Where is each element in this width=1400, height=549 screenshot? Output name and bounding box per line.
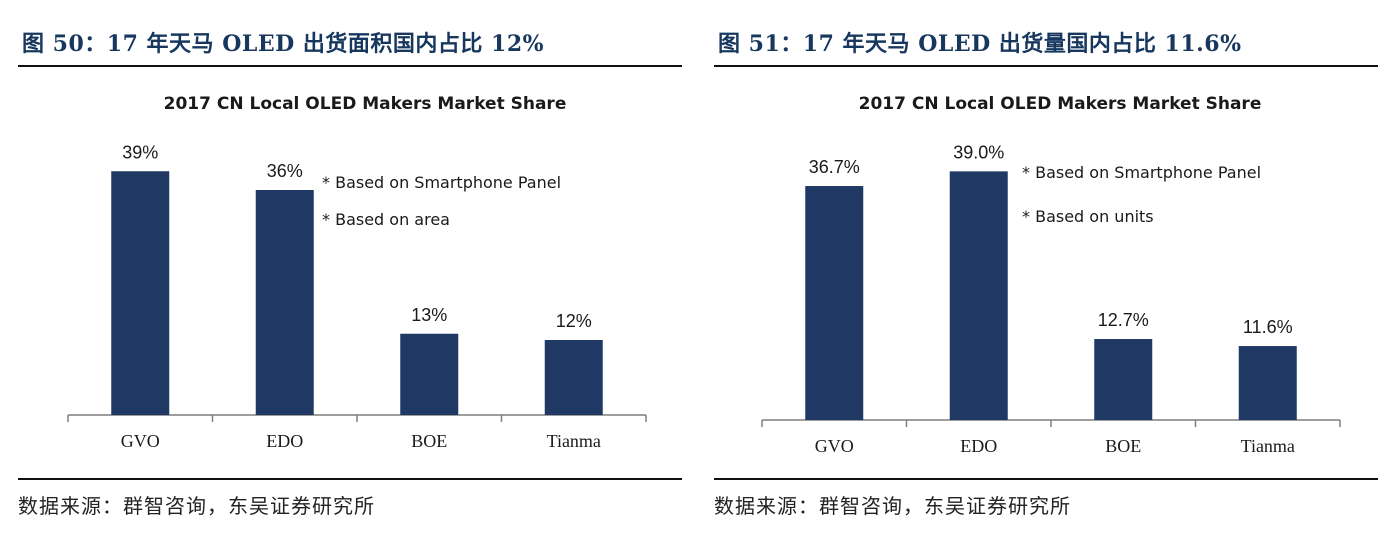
x-tick-label: Tianma [547,431,601,451]
chart-note: * Based on Smartphone Panel [322,173,561,192]
figure-51: 图 51：17 年天马 OLED 出货量国内占比 11.6% 2017 CN L… [714,0,1378,549]
figure-title: 图 51：17 年天马 OLED 出货量国内占比 11.6% [718,31,1242,57]
bar-tianma [544,340,603,415]
bar-edo [949,171,1008,420]
chart-note: * Based on area [322,210,450,229]
x-tick-label: Tianma [1241,436,1295,456]
x-tick-label: GVO [815,436,854,456]
x-tick-label: GVO [121,431,160,451]
bottom-rule [714,478,1378,480]
figure-50: 图 50：17 年天马 OLED 出货面积国内占比 12% 2017 CN Lo… [18,0,682,549]
figure-title: 图 50：17 年天马 OLED 出货面积国内占比 12% [22,31,545,57]
x-tick-label: EDO [266,431,303,451]
bar-gvo [805,186,864,420]
top-rule [18,65,682,67]
x-tick-label: BOE [411,431,447,451]
data-label: 36.7% [809,157,860,177]
chart-note: * Based on units [1022,207,1154,226]
x-tick-label: EDO [960,436,997,456]
source-note: 数据来源：群智咨询，东吴证券研究所 [714,494,1071,518]
chart-title: 2017 CN Local OLED Makers Market Share [164,94,567,114]
bar-chart: 2017 CN Local OLED Makers Market Share 36… [761,94,1341,456]
bar-edo [255,190,314,415]
data-label: 39.0% [953,142,1004,162]
bar-boe [1094,339,1153,420]
chart-note: * Based on Smartphone Panel [1022,163,1261,182]
bar-boe [400,333,459,415]
data-label: 36% [267,161,303,181]
x-tick-label: BOE [1105,436,1141,456]
bar-tianma [1238,346,1297,420]
data-label: 12.7% [1098,310,1149,330]
data-label: 39% [122,142,158,162]
data-label: 12% [556,311,592,331]
source-note: 数据来源：群智咨询，东吴证券研究所 [18,494,375,518]
chart-title: 2017 CN Local OLED Makers Market Share [859,94,1262,114]
data-label: 11.6% [1243,317,1293,337]
bottom-rule [18,478,682,480]
bar-gvo [111,171,170,415]
data-label: 13% [411,305,447,325]
bar-chart: 2017 CN Local OLED Makers Market Share 39… [67,94,647,451]
top-rule [714,65,1378,67]
